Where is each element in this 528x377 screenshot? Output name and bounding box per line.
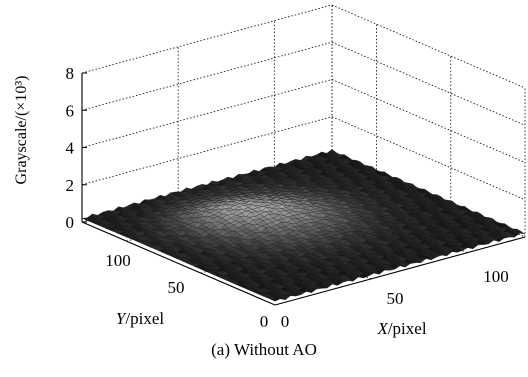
y-tick-label: 100 bbox=[105, 251, 131, 270]
y-axis-label: Y/pixel bbox=[116, 309, 164, 328]
grid-line bbox=[331, 116, 526, 201]
x-axis-label: X/pixel bbox=[376, 319, 426, 338]
x-axis-label-unit: /pixel bbox=[388, 319, 427, 338]
x-tick-label: 0 bbox=[281, 312, 290, 331]
z-tick-label: 6 bbox=[66, 101, 75, 120]
surface-mesh bbox=[81, 149, 526, 302]
grid-line bbox=[81, 116, 333, 186]
x-axis-label-var: X bbox=[376, 319, 388, 338]
y-tick-label: 0 bbox=[260, 312, 269, 331]
y-axis-label-var: Y bbox=[116, 309, 127, 328]
grid-line bbox=[81, 79, 333, 148]
axis-ticks: 0 2 4 6 8 0 50 100 0 50 100 bbox=[66, 64, 509, 331]
z-tick-label: 0 bbox=[66, 213, 75, 232]
y-tick-label: 50 bbox=[168, 278, 185, 297]
axis-line bbox=[274, 236, 526, 306]
z-tick-label: 8 bbox=[66, 64, 75, 83]
y-axis-label-unit: /pixel bbox=[125, 309, 164, 328]
figure-caption: (a) Without AO bbox=[211, 340, 317, 359]
grid-line bbox=[81, 4, 333, 74]
z-axis-label: Grayscale/(×10³) bbox=[13, 76, 30, 185]
grid-line bbox=[331, 79, 526, 163]
z-tick-label: 2 bbox=[66, 176, 75, 195]
x-tick-label: 100 bbox=[483, 267, 509, 286]
z-tick-label: 4 bbox=[66, 139, 75, 158]
grid-line bbox=[81, 41, 333, 111]
axis-line bbox=[81, 221, 276, 306]
surface-patch bbox=[270, 298, 281, 302]
grid-line bbox=[331, 41, 526, 126]
x-tick-label: 50 bbox=[387, 289, 404, 308]
grid-line bbox=[331, 4, 526, 89]
